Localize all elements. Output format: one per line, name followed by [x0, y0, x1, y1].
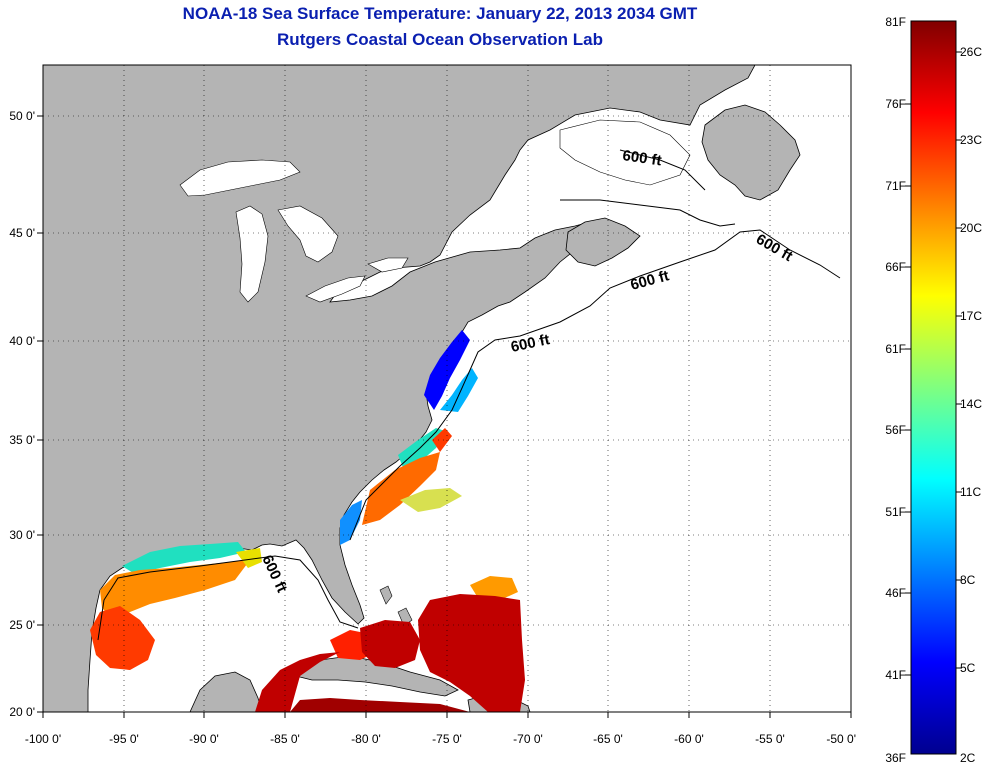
sst-patches [90, 330, 525, 712]
lon-label-90: -90 0' [189, 732, 219, 746]
colorbar-f-label: 61F [885, 342, 906, 356]
lon-label-60: -60 0' [674, 732, 704, 746]
colorbar-c-label: 20C [960, 221, 982, 235]
colorbar-c-label: 14C [960, 397, 982, 411]
lake-ontario [367, 257, 409, 273]
colorbar-f-label: 66F [885, 260, 906, 274]
lake-michigan [235, 205, 269, 303]
colorbar [910, 20, 957, 755]
colorbar-c-label: 8C [960, 573, 976, 587]
colorbar-f-label: 51F [885, 505, 906, 519]
colorbar-f-label: 41F [885, 668, 906, 682]
land-newfoundland [701, 104, 801, 201]
isobath-600ft [97, 149, 841, 641]
lon-label-75: -75 0' [432, 732, 462, 746]
lon-label-85: -85 0' [270, 732, 300, 746]
lake-erie [305, 275, 366, 303]
lake-superior [179, 159, 301, 197]
colorbar-c-label: 26C [960, 45, 982, 59]
colorbar-f-label: 46F [885, 586, 906, 600]
lat-label-45: 45 0' [9, 226, 35, 240]
lon-label-95: -95 0' [109, 732, 139, 746]
colorbar-f-label: 36F [885, 751, 906, 765]
lat-label-40: 40 0' [9, 334, 35, 348]
colorbar-f-label: 56F [885, 423, 906, 437]
colorbar-c-label: 11C [960, 485, 981, 499]
map-subtitle: Rutgers Coastal Ocean Observation Lab [277, 30, 603, 49]
lon-label-50: -50 0' [826, 732, 856, 746]
lat-label-20: 20 0' [9, 705, 35, 719]
colorbar-ticks [905, 51, 962, 676]
land-nova-scotia [565, 217, 641, 267]
map-title: NOAA-18 Sea Surface Temperature: January… [182, 4, 698, 23]
lat-label-50: 50 0' [9, 109, 35, 123]
tick-marks [37, 115, 852, 718]
colorbar-f-label: 76F [885, 97, 906, 111]
lon-label-100: -100 0' [25, 732, 61, 746]
colorbar-f-label: 71F [885, 179, 906, 193]
lon-label-70: -70 0' [513, 732, 543, 746]
lon-label-55: -55 0' [755, 732, 785, 746]
colorbar-c-label: 17C [960, 309, 982, 323]
colorbar-f-label: 81F [885, 15, 906, 29]
lon-label-80: -80 0' [351, 732, 381, 746]
colorbar-c-label: 23C [960, 133, 982, 147]
isobath-label-1: 600 ft [621, 147, 662, 169]
colorbar-c-label: 2C [960, 751, 976, 765]
lon-label-65: -65 0' [593, 732, 623, 746]
lat-label-25: 25 0' [9, 618, 35, 632]
lat-label-30: 30 0' [9, 528, 35, 542]
lat-label-35: 35 0' [9, 433, 35, 447]
colorbar-c-label: 5C [960, 661, 976, 675]
gulf-st-lawrence [559, 119, 691, 186]
